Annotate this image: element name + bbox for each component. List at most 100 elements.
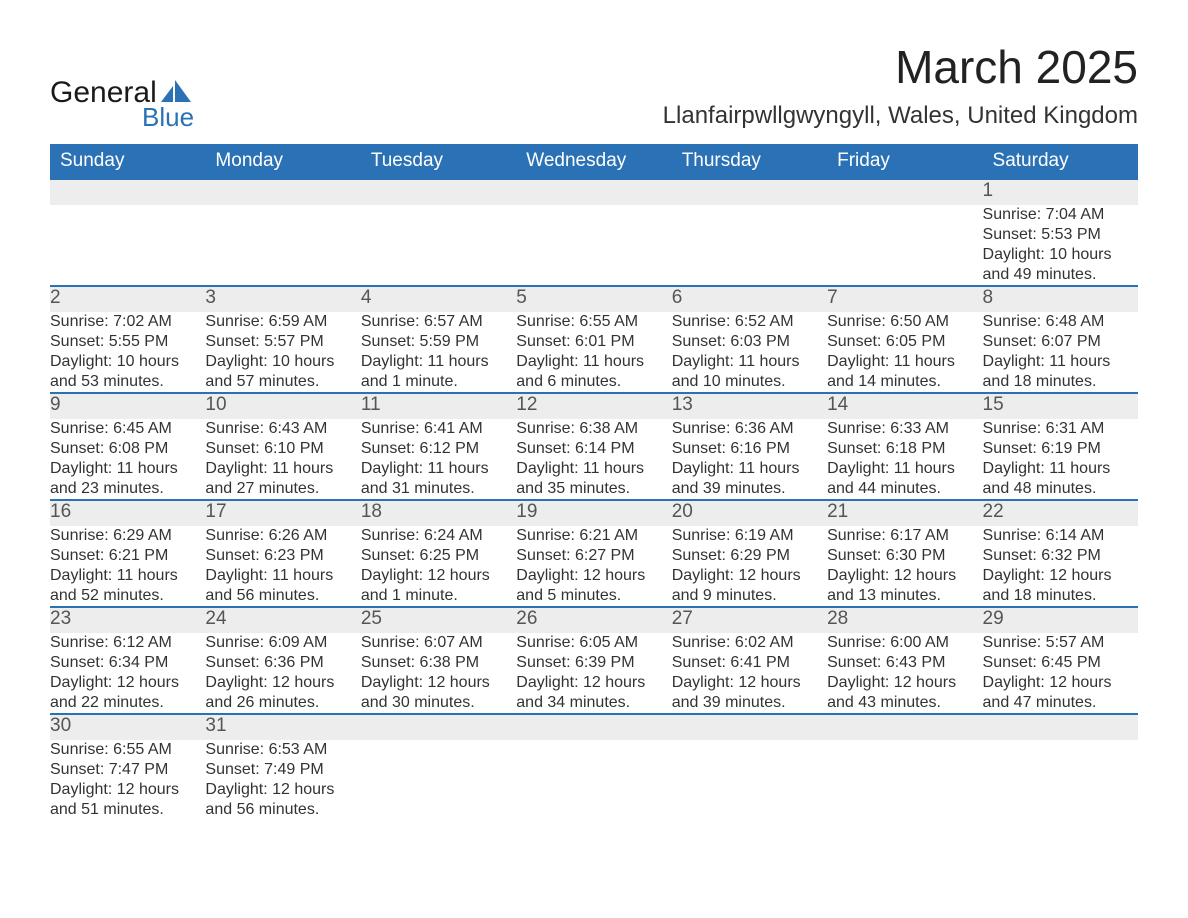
weekday-header: Tuesday	[361, 144, 516, 179]
day-data: Sunrise: 7:04 AMSunset: 5:53 PMDaylight:…	[983, 205, 1138, 286]
daylight-line: Daylight: 11 hours and 1 minute.	[361, 352, 516, 392]
sunrise-line: Sunrise: 6:41 AM	[361, 419, 516, 439]
daylight-line: Daylight: 12 hours and 13 minutes.	[827, 566, 982, 606]
page-header: General Blue March 2025 Llanfairpwllgwyn…	[50, 40, 1138, 130]
sunset-line: Sunset: 6:27 PM	[516, 546, 671, 566]
week-data-row: Sunrise: 7:04 AMSunset: 5:53 PMDaylight:…	[50, 205, 1138, 286]
day-data: Sunrise: 7:02 AMSunset: 5:55 PMDaylight:…	[50, 312, 205, 393]
day-number: 5	[516, 286, 671, 312]
title-block: March 2025 Llanfairpwllgwyngyll, Wales, …	[663, 40, 1138, 130]
daylight-line: Daylight: 12 hours and 9 minutes.	[672, 566, 827, 606]
weekday-header: Monday	[205, 144, 360, 179]
sunset-line: Sunset: 6:39 PM	[516, 653, 671, 673]
day-number	[361, 714, 516, 740]
day-data: Sunrise: 6:00 AMSunset: 6:43 PMDaylight:…	[827, 633, 982, 714]
daylight-line: Daylight: 11 hours and 6 minutes.	[516, 352, 671, 392]
month-title: March 2025	[663, 40, 1138, 94]
daylight-line: Daylight: 12 hours and 47 minutes.	[983, 673, 1138, 713]
weekday-header: Wednesday	[516, 144, 671, 179]
sunrise-line: Sunrise: 6:29 AM	[50, 526, 205, 546]
daylight-line: Daylight: 11 hours and 14 minutes.	[827, 352, 982, 392]
day-number: 1	[983, 179, 1138, 205]
daylight-line: Daylight: 12 hours and 5 minutes.	[516, 566, 671, 606]
sunset-line: Sunset: 6:30 PM	[827, 546, 982, 566]
sunset-line: Sunset: 6:10 PM	[205, 439, 360, 459]
day-number: 29	[983, 607, 1138, 633]
weekday-header-row: SundayMondayTuesdayWednesdayThursdayFrid…	[50, 144, 1138, 179]
day-number: 7	[827, 286, 982, 312]
sunrise-line: Sunrise: 6:59 AM	[205, 312, 360, 332]
daylight-line: Daylight: 10 hours and 53 minutes.	[50, 352, 205, 392]
day-data: Sunrise: 6:59 AMSunset: 5:57 PMDaylight:…	[205, 312, 360, 393]
day-number: 15	[983, 393, 1138, 419]
day-number	[361, 179, 516, 205]
sunrise-line: Sunrise: 6:43 AM	[205, 419, 360, 439]
day-number: 19	[516, 500, 671, 526]
day-number: 10	[205, 393, 360, 419]
brand-name-b: Blue	[142, 104, 194, 130]
week-daynum-row: 9101112131415	[50, 393, 1138, 419]
week-data-row: Sunrise: 6:12 AMSunset: 6:34 PMDaylight:…	[50, 633, 1138, 714]
day-data: Sunrise: 6:55 AMSunset: 6:01 PMDaylight:…	[516, 312, 671, 393]
sunrise-line: Sunrise: 6:36 AM	[672, 419, 827, 439]
day-number: 23	[50, 607, 205, 633]
sunset-line: Sunset: 6:01 PM	[516, 332, 671, 352]
sunrise-line: Sunrise: 6:45 AM	[50, 419, 205, 439]
day-number	[672, 714, 827, 740]
day-data: Sunrise: 6:52 AMSunset: 6:03 PMDaylight:…	[672, 312, 827, 393]
day-number: 30	[50, 714, 205, 740]
day-data	[205, 205, 360, 286]
day-number: 17	[205, 500, 360, 526]
day-number	[827, 714, 982, 740]
daylight-line: Daylight: 12 hours and 18 minutes.	[983, 566, 1138, 606]
sunrise-line: Sunrise: 6:21 AM	[516, 526, 671, 546]
day-data	[361, 740, 516, 820]
day-number: 22	[983, 500, 1138, 526]
sunrise-line: Sunrise: 6:07 AM	[361, 633, 516, 653]
day-data: Sunrise: 6:50 AMSunset: 6:05 PMDaylight:…	[827, 312, 982, 393]
sunset-line: Sunset: 6:19 PM	[983, 439, 1138, 459]
daylight-line: Daylight: 11 hours and 10 minutes.	[672, 352, 827, 392]
sunset-line: Sunset: 6:18 PM	[827, 439, 982, 459]
sunset-line: Sunset: 6:41 PM	[672, 653, 827, 673]
day-number: 28	[827, 607, 982, 633]
day-data: Sunrise: 6:41 AMSunset: 6:12 PMDaylight:…	[361, 419, 516, 500]
daylight-line: Daylight: 11 hours and 27 minutes.	[205, 459, 360, 499]
sunset-line: Sunset: 6:16 PM	[672, 439, 827, 459]
sunset-line: Sunset: 6:07 PM	[983, 332, 1138, 352]
day-number	[516, 714, 671, 740]
sunset-line: Sunset: 6:45 PM	[983, 653, 1138, 673]
day-number: 12	[516, 393, 671, 419]
day-data	[672, 740, 827, 820]
daylight-line: Daylight: 11 hours and 31 minutes.	[361, 459, 516, 499]
day-data	[672, 205, 827, 286]
weekday-header: Thursday	[672, 144, 827, 179]
day-data: Sunrise: 6:17 AMSunset: 6:30 PMDaylight:…	[827, 526, 982, 607]
day-number: 3	[205, 286, 360, 312]
daylight-line: Daylight: 12 hours and 30 minutes.	[361, 673, 516, 713]
day-data	[827, 740, 982, 820]
day-data: Sunrise: 6:43 AMSunset: 6:10 PMDaylight:…	[205, 419, 360, 500]
daylight-line: Daylight: 11 hours and 44 minutes.	[827, 459, 982, 499]
sunset-line: Sunset: 6:25 PM	[361, 546, 516, 566]
day-number: 9	[50, 393, 205, 419]
day-number: 24	[205, 607, 360, 633]
day-data	[516, 740, 671, 820]
day-data: Sunrise: 6:33 AMSunset: 6:18 PMDaylight:…	[827, 419, 982, 500]
sunset-line: Sunset: 6:08 PM	[50, 439, 205, 459]
day-data: Sunrise: 6:21 AMSunset: 6:27 PMDaylight:…	[516, 526, 671, 607]
sunset-line: Sunset: 6:12 PM	[361, 439, 516, 459]
day-data: Sunrise: 6:09 AMSunset: 6:36 PMDaylight:…	[205, 633, 360, 714]
daylight-line: Daylight: 12 hours and 39 minutes.	[672, 673, 827, 713]
sunrise-line: Sunrise: 6:33 AM	[827, 419, 982, 439]
sunrise-line: Sunrise: 6:17 AM	[827, 526, 982, 546]
sunrise-line: Sunrise: 6:57 AM	[361, 312, 516, 332]
week-data-row: Sunrise: 6:29 AMSunset: 6:21 PMDaylight:…	[50, 526, 1138, 607]
day-data: Sunrise: 6:29 AMSunset: 6:21 PMDaylight:…	[50, 526, 205, 607]
day-data: Sunrise: 6:53 AMSunset: 7:49 PMDaylight:…	[205, 740, 360, 820]
sunset-line: Sunset: 6:03 PM	[672, 332, 827, 352]
weekday-header: Sunday	[50, 144, 205, 179]
weekday-header: Saturday	[983, 144, 1138, 179]
day-number	[672, 179, 827, 205]
day-data: Sunrise: 6:26 AMSunset: 6:23 PMDaylight:…	[205, 526, 360, 607]
